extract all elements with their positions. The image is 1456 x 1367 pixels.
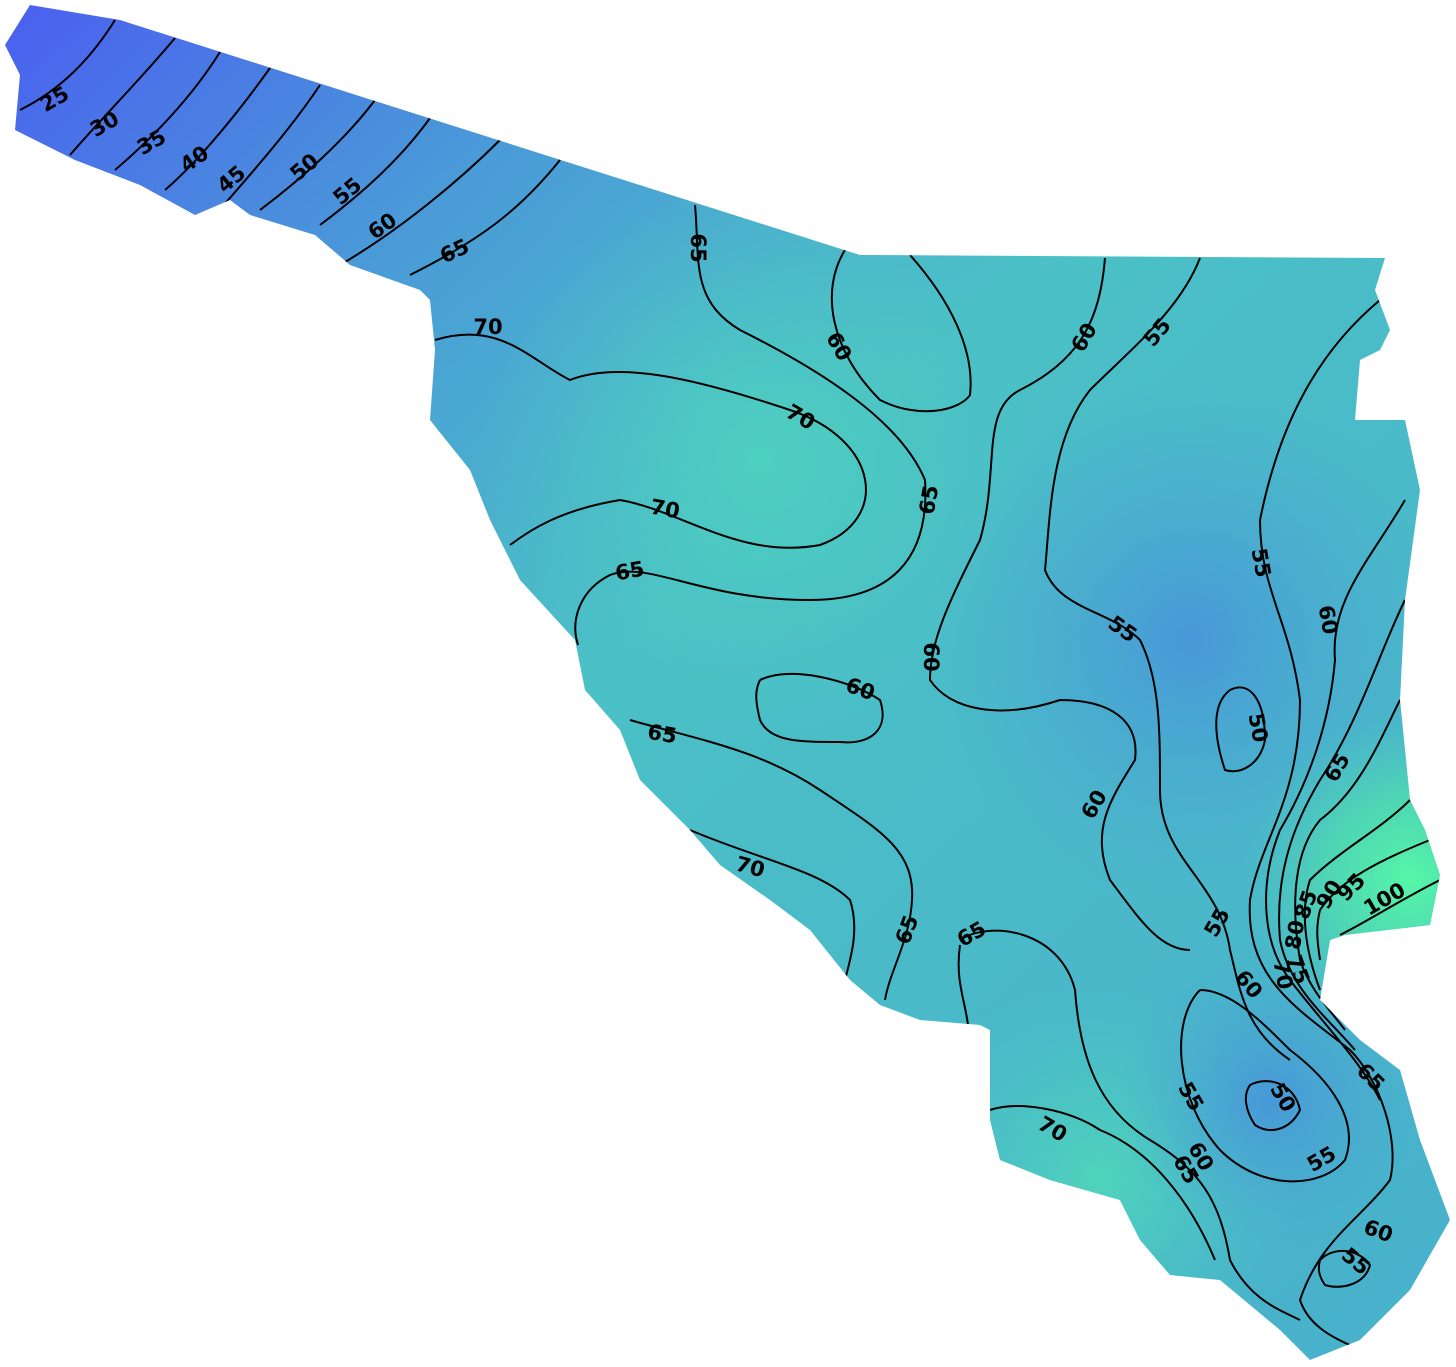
contour-label: 60 [1314, 603, 1343, 636]
contour-label: 60 [919, 642, 943, 671]
contour-label: 70 [473, 315, 502, 339]
contour-label: 65 [613, 557, 646, 586]
contour-label: 65 [646, 720, 679, 749]
contour-label: 65 [686, 233, 710, 262]
contour-label: 50 [1244, 711, 1273, 744]
contour-label: 80 [1281, 918, 1310, 951]
contour-label: 65 [915, 483, 944, 516]
contour-label: 55 [1247, 546, 1276, 579]
contour-label: 70 [649, 495, 682, 524]
contour-label: 70 [1269, 958, 1298, 991]
contour-lines [19, 19, 1441, 1351]
